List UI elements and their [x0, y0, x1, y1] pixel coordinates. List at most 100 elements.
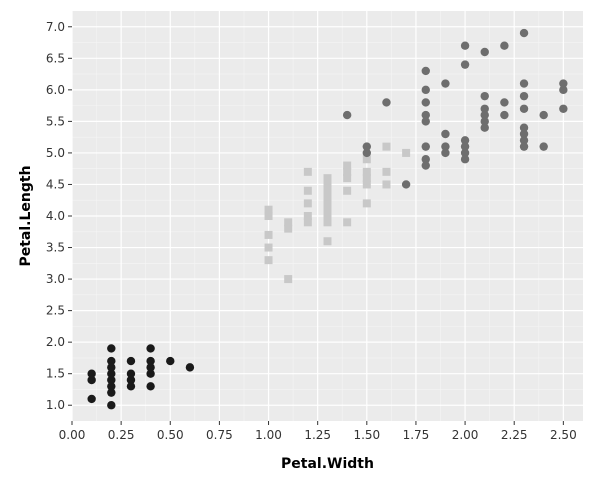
x-tick-labels: 0.00 0.25 0.50 0.75 1.00 1.25 1.50 1.75 2.00 2.25… — [59, 428, 577, 442]
data-point-circle — [421, 85, 430, 95]
data-point-square — [382, 167, 391, 176]
data-point-circle — [559, 85, 568, 95]
data-point-circle — [519, 28, 529, 38]
y-tick-labels: 1.0 1.5 2.0 2.5 3.0 3.5 4.0 4.5 5.0 5.5 6.0 6.5 7.0 — [46, 20, 65, 412]
data-point-square — [323, 218, 332, 227]
data-point-square — [323, 186, 332, 195]
data-point-circle — [342, 110, 352, 120]
data-point-circle — [559, 79, 568, 88]
data-point-circle — [362, 148, 372, 158]
y-tick-label: 5.0 — [46, 146, 65, 160]
data-point-circle — [107, 356, 116, 366]
data-point-circle — [480, 104, 489, 113]
y-tick-label: 7.0 — [46, 20, 65, 34]
data-point-circle — [382, 98, 391, 107]
data-point-square — [323, 193, 332, 202]
data-point-circle — [146, 369, 155, 378]
data-point-square — [343, 218, 352, 227]
data-point-circle — [519, 91, 529, 101]
data-point-circle — [500, 110, 509, 120]
data-point-circle — [441, 129, 450, 139]
y-tick-label: 4.5 — [46, 177, 65, 191]
data-point-square — [303, 218, 312, 227]
data-point-circle — [87, 394, 96, 404]
data-point-square — [323, 199, 332, 208]
data-point-circle — [146, 382, 155, 391]
y-tick-label: 2.0 — [46, 335, 65, 349]
data-point-circle — [441, 148, 450, 158]
y-tick-label: 3.5 — [46, 241, 65, 255]
data-point-circle — [519, 136, 529, 145]
data-point-circle — [460, 148, 470, 158]
data-point-square — [343, 161, 352, 170]
data-point-circle — [539, 142, 548, 151]
x-tick-label: 1.75 — [403, 428, 430, 442]
x-tick-label: 0.00 — [59, 428, 86, 442]
data-point-square — [303, 186, 312, 195]
data-point-circle — [421, 66, 430, 76]
data-point-circle — [559, 104, 568, 113]
data-point-square — [284, 218, 293, 227]
axis-ticks — [68, 26, 564, 425]
data-point-square — [264, 212, 273, 220]
data-point-square — [303, 167, 312, 176]
x-tick-label: 1.50 — [353, 428, 380, 442]
data-point-circle — [166, 356, 175, 366]
x-tick-label: 2.00 — [452, 428, 479, 442]
data-point-circle — [146, 363, 155, 372]
x-tick-label: 0.25 — [108, 428, 135, 442]
data-point-square — [362, 155, 371, 164]
data-point-circle — [401, 180, 411, 189]
data-point-square — [343, 174, 352, 183]
major-gridlines — [71, 11, 583, 421]
data-point-square — [402, 148, 411, 157]
data-point-circle — [421, 161, 430, 170]
data-point-square — [382, 142, 391, 151]
data-point-circle — [107, 382, 116, 391]
y-tick-label: 6.0 — [46, 83, 65, 97]
data-point-circle — [146, 344, 155, 353]
data-point-circle — [480, 117, 489, 126]
data-point-circle — [185, 363, 195, 372]
x-tick-label: 1.00 — [255, 428, 282, 442]
data-point-square — [362, 199, 371, 208]
data-point-square — [264, 205, 273, 214]
data-point-square — [264, 230, 273, 239]
data-point-square — [323, 180, 332, 189]
data-point-circle — [519, 142, 529, 151]
y-tick-label: 5.5 — [46, 114, 65, 128]
x-tick-label: 0.50 — [157, 428, 184, 442]
data-point-circle — [460, 155, 470, 164]
x-tick-label: 0.75 — [206, 428, 233, 442]
data-point-circle — [107, 388, 116, 397]
data-point-circle — [519, 123, 529, 132]
x-tick-label: 2.50 — [550, 428, 577, 442]
y-tick-label: 1.5 — [46, 367, 65, 381]
y-tick-label: 1.0 — [46, 398, 65, 412]
data-point-square — [284, 224, 293, 233]
data-point-circle — [480, 123, 489, 132]
data-point-circle — [460, 41, 470, 50]
data-point-circle — [539, 110, 548, 120]
data-point-circle — [126, 382, 136, 391]
data-point-circle — [519, 79, 529, 88]
data-point-circle — [107, 375, 116, 385]
data-point-circle — [480, 110, 489, 120]
y-axis-title: Petal.Length — [18, 165, 34, 266]
data-point-square — [323, 237, 332, 246]
data-point-square — [284, 275, 293, 284]
data-point-square — [303, 212, 312, 220]
data-point-circle — [500, 98, 509, 107]
x-tick-label: 2.25 — [501, 428, 528, 442]
data-point-circle — [107, 344, 116, 353]
data-point-circle — [421, 142, 430, 151]
data-point-circle — [460, 136, 470, 145]
data-point-square — [323, 174, 332, 183]
data-point-square — [264, 256, 273, 265]
data-point-square — [323, 205, 332, 214]
data-point-circle — [126, 356, 136, 366]
data-point-circle — [519, 104, 529, 113]
x-axis-title: Petal.Width — [281, 456, 374, 472]
data-point-circle — [146, 356, 155, 366]
data-point-circle — [107, 401, 116, 410]
